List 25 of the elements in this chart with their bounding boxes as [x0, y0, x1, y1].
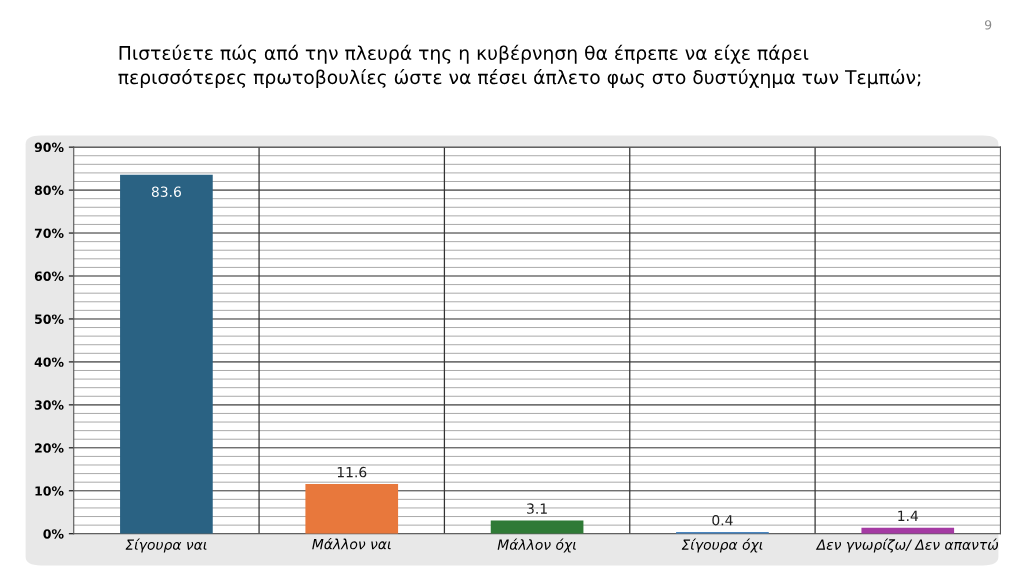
bar: [305, 483, 399, 534]
y-tick-label: 60%: [34, 271, 64, 281]
x-tick-label: Μάλλον ναι: [312, 538, 391, 550]
y-tick-label: 80%: [34, 185, 64, 196]
y-tick-label: 0%: [43, 529, 64, 539]
y-tick-label: 20%: [35, 443, 64, 453]
data-label: 11.6: [337, 466, 367, 478]
chart-title: Πιστεύετε πώς από την πλευρά της η κυβέρνηση θα έπρεπε να είχε πάρει περισσότερες πρωτοβουλίες ώστε να πέσει άπλετο φως στο δυστύχημα των Τεμπών;: [118, 44, 921, 88]
text: 9: [984, 20, 992, 30]
bar: [490, 520, 584, 534]
y-tick-label: 10%: [35, 486, 64, 496]
y-tick-label: 90%: [34, 142, 64, 153]
data-label: 83.6: [151, 186, 181, 197]
bar: [120, 174, 213, 534]
y-tick-label: 70%: [34, 228, 64, 238]
x-tick-label: Μάλλον όχι: [497, 538, 576, 553]
x-tick-label: Σίγουρα όχι: [681, 538, 763, 553]
x-tick-label: Δεν γνωρίζω/ Δεν απαντώ: [815, 538, 999, 553]
data-label: 0.4: [712, 514, 733, 526]
data-label: 3.1: [527, 503, 547, 514]
y-tick-label: 30%: [34, 400, 64, 410]
y-tick-label: 50%: [35, 314, 64, 324]
data-label: 1.4: [898, 510, 919, 521]
x-tick-label: Σίγουρα ναι: [125, 538, 207, 553]
y-tick-label: 40%: [34, 357, 64, 367]
